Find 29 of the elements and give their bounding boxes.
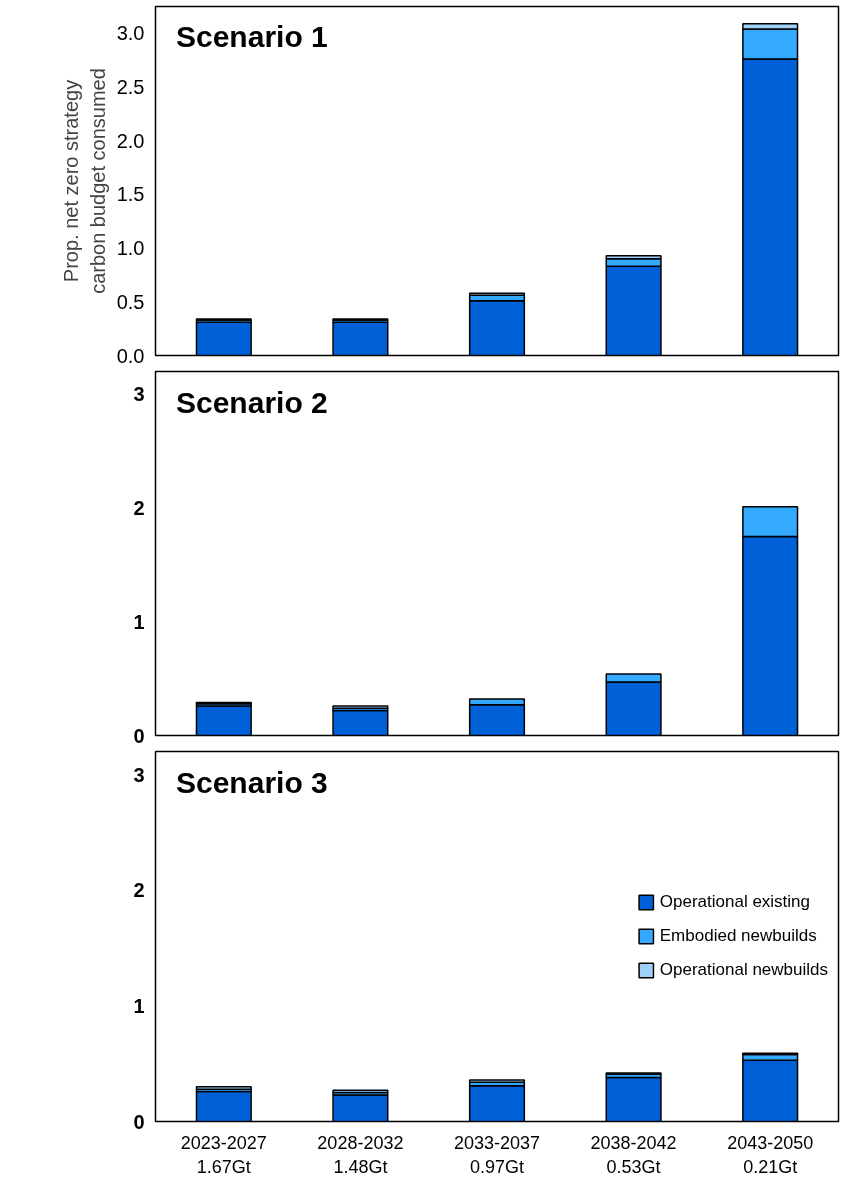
x-tick-label: 2023-2027 1.67Gt [180, 1132, 267, 1177]
x-tick-label: 2038-2042 0.53Gt [590, 1132, 677, 1177]
y-tick-label: 0 [133, 724, 145, 747]
y-tick-label: 3.0 [116, 22, 145, 45]
y-tick-label: 1.5 [116, 183, 145, 206]
y-tick-label: 2 [133, 497, 145, 519]
y-axis-title: Prop. net zero strategy carbon budget consumed [60, 68, 109, 294]
y-tick-label: 1 [133, 994, 145, 1017]
y-tick-label: 0.0 [116, 344, 145, 367]
x-tick-label: 2043-2050 0.21Gt [727, 1132, 814, 1177]
y-tick-label: 2.0 [116, 129, 145, 152]
x-tick-label: 2033-2037 0.97Gt [453, 1132, 541, 1177]
y-tick-label: 3 [133, 383, 145, 406]
legend-label: Embodied newbuilds [659, 926, 817, 946]
y-tick-label: 1.0 [116, 237, 145, 260]
y-tick-label: 0.5 [116, 290, 145, 313]
legend-label: Operational existing [659, 892, 811, 912]
y-tick-label: 3 [133, 763, 145, 786]
y-tick-label: 2 [133, 879, 145, 902]
bar [468, 292, 526, 297]
text: Scenario 1 [175, 20, 328, 54]
text: Scenario 3 [175, 766, 328, 800]
y-tick-label: 1 [133, 610, 145, 633]
bar [468, 1079, 526, 1083]
legend-label: Operational newbuilds [659, 960, 828, 980]
x-tick-label: 2028-2032 1.48Gt [317, 1132, 404, 1177]
text: Scenario 2 [175, 386, 328, 420]
y-tick-label: 0 [133, 1110, 145, 1133]
y-tick-label: 2.5 [116, 76, 145, 99]
